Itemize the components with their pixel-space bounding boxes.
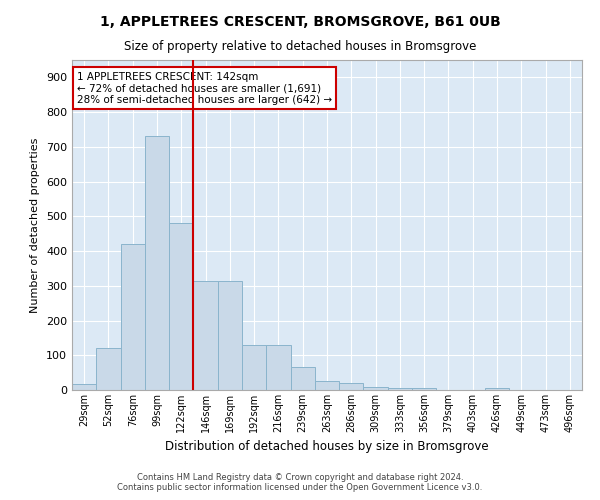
Bar [315,382,339,390]
Bar [266,345,290,390]
Bar [96,348,121,390]
Bar [290,368,315,390]
Bar [388,388,412,390]
Text: 1, APPLETREES CRESCENT, BROMSGROVE, B61 0UB: 1, APPLETREES CRESCENT, BROMSGROVE, B61 … [100,15,500,29]
Bar [218,280,242,390]
Bar [485,388,509,390]
Bar [72,384,96,390]
Bar [412,388,436,390]
Text: Size of property relative to detached houses in Bromsgrove: Size of property relative to detached ho… [124,40,476,53]
Bar [145,136,169,390]
Bar [242,345,266,390]
Bar [339,383,364,390]
Bar [364,386,388,390]
X-axis label: Distribution of detached houses by size in Bromsgrove: Distribution of detached houses by size … [165,440,489,454]
Bar [169,224,193,390]
Text: 1 APPLETREES CRESCENT: 142sqm
← 72% of detached houses are smaller (1,691)
28% o: 1 APPLETREES CRESCENT: 142sqm ← 72% of d… [77,72,332,105]
Bar [193,280,218,390]
Bar [121,244,145,390]
Text: Contains HM Land Registry data © Crown copyright and database right 2024.
Contai: Contains HM Land Registry data © Crown c… [118,473,482,492]
Y-axis label: Number of detached properties: Number of detached properties [31,138,40,312]
